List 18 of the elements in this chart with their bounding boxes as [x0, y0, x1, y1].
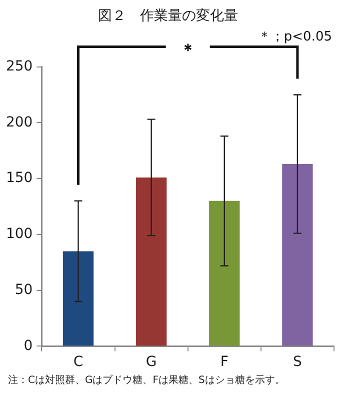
y-tick-label: 150 — [6, 170, 33, 186]
chart-title: 図２ 作業量の変化量 — [98, 8, 238, 24]
x-tick-label: G — [146, 354, 157, 370]
y-tick-label: 0 — [24, 338, 33, 354]
y-tick-label: 100 — [6, 226, 33, 242]
x-tick-label: C — [73, 354, 84, 370]
y-tick-label: 50 — [14, 282, 33, 298]
text: 注：Cは対照群、Gはブドウ糖、Fは果糖、Sはショ糖を示す。 — [7, 374, 286, 388]
y-tick-label: 200 — [6, 114, 33, 130]
bar — [62, 251, 94, 346]
x-tick-label: S — [293, 354, 302, 370]
text: ＊；p<0.05 — [258, 30, 332, 45]
bar — [209, 200, 240, 346]
bar — [136, 177, 167, 346]
y-tick-label: 250 — [6, 58, 33, 74]
text: ＊ — [180, 40, 196, 59]
bar — [282, 164, 313, 346]
x-tick-label: F — [220, 354, 228, 370]
